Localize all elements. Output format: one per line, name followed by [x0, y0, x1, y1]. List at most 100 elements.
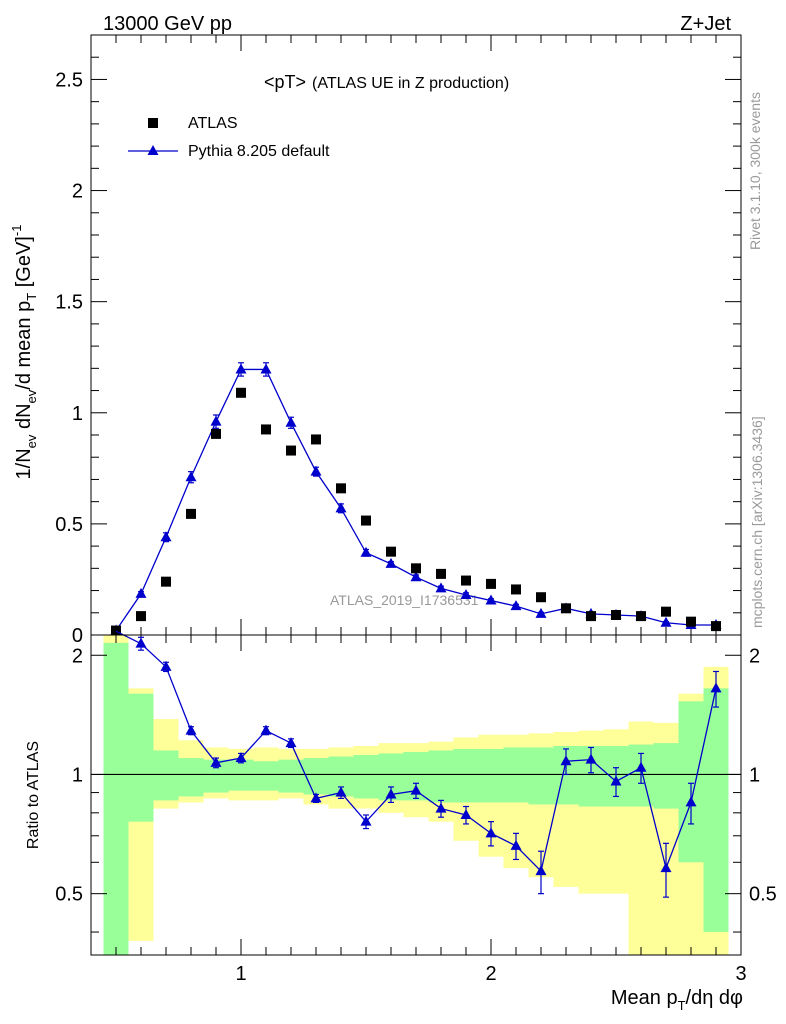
- ratio-band-inner: [478, 748, 504, 803]
- ratio-band-inner: [178, 758, 204, 797]
- ratio-band-inner: [453, 748, 479, 803]
- data-point: [311, 434, 321, 445]
- ratio-band-inner: [153, 750, 179, 801]
- mc-point: [335, 502, 347, 513]
- data-point: [186, 508, 196, 519]
- header-energy-label: 13000 GeV pp: [103, 13, 232, 35]
- main-y-axis: [90, 34, 742, 636]
- main-y-tick-label: 2: [72, 181, 83, 203]
- ratio-point: [260, 724, 272, 735]
- ratio-point: [360, 815, 372, 826]
- header-process-label: Z+Jet: [680, 13, 731, 35]
- mc-point: [385, 557, 397, 568]
- mc-point: [410, 571, 422, 582]
- x-tick-label: 1: [235, 963, 246, 985]
- ratio-point: [160, 660, 172, 671]
- ratio-point: [385, 788, 397, 799]
- ratio-y-tick-label-right: 2: [749, 645, 760, 667]
- ratio-y-tick-label-right: 1: [749, 764, 760, 786]
- ratio-point: [610, 775, 622, 786]
- mc-point: [285, 416, 297, 427]
- mc-point: [510, 600, 522, 611]
- ratio-mc-series: [115, 630, 722, 898]
- ratio-point: [435, 802, 447, 813]
- mc-point: [435, 582, 447, 593]
- ratio-tick-labels: 0.5 0.5 1 1 2 2 1 2 3: [55, 645, 777, 985]
- main-y-tick-label: 1.5: [55, 292, 83, 314]
- data-point: [336, 483, 346, 494]
- main-y-tick-labels: 0 0.5 1 1.5 2 2.5: [55, 69, 83, 647]
- data-point: [386, 546, 396, 557]
- ratio-band-inner: [128, 693, 154, 822]
- ratio-band-inner: [278, 759, 304, 793]
- data-point: [111, 625, 121, 636]
- data-point: [361, 515, 371, 526]
- mc-point: [235, 363, 247, 374]
- data-point: [661, 606, 671, 617]
- data-series: [111, 387, 721, 636]
- ratio-band-inner: [253, 761, 279, 791]
- ratio-band-inner: [678, 701, 704, 863]
- ratio-point: [460, 808, 472, 819]
- data-point: [511, 584, 521, 595]
- mc-point: [660, 616, 672, 627]
- ratio-band-inner: [353, 754, 379, 799]
- data-point: [636, 611, 646, 622]
- mc-point: [360, 546, 372, 557]
- main-y-tick-label: 1: [72, 403, 83, 425]
- ratio-band-inner: [228, 759, 254, 791]
- ratio-y-tick-label-right: 0.5: [749, 884, 777, 906]
- data-point: [161, 576, 171, 587]
- x-axis-label: Mean pT/dη dφ: [611, 987, 743, 1013]
- data-point: [611, 610, 621, 620]
- data-point: [561, 603, 571, 614]
- ratio-axes: [90, 635, 742, 955]
- data-point: [486, 578, 496, 589]
- ratio-point: [410, 784, 422, 795]
- ratio-band-inner: [653, 743, 679, 809]
- legend-mc-marker: [147, 145, 159, 155]
- legend-data-marker: [148, 118, 158, 128]
- ratio-point: [710, 682, 722, 693]
- ratio-point: [535, 865, 547, 876]
- ratio-point: [310, 792, 322, 803]
- data-point: [261, 424, 271, 435]
- chart-subtitle: (ATLAS UE in Z production): [312, 75, 509, 92]
- ratio-point: [635, 761, 647, 772]
- main-y-tick-label: 0.5: [55, 514, 83, 536]
- ratio-point: [510, 839, 522, 850]
- ratio-point: [235, 752, 247, 763]
- ratio-band-inner: [428, 750, 454, 803]
- main-y-axis-label: 1/Nev dNev/d mean pT [GeV]-1: [9, 225, 39, 480]
- ratio-frame: [90, 634, 742, 956]
- ratio-band-inner: [703, 688, 729, 933]
- main-y-tick-label: 0: [72, 625, 83, 647]
- ratio-point: [660, 862, 672, 873]
- ratio-point: [335, 786, 347, 797]
- mc-point: [460, 589, 472, 599]
- data-point: [461, 575, 471, 586]
- mc-point: [310, 465, 322, 476]
- data-point: [436, 568, 446, 579]
- ratio-point: [210, 756, 222, 767]
- data-point: [536, 592, 546, 603]
- data-point: [136, 611, 146, 622]
- data-point: [586, 611, 596, 622]
- mcplots-reference-label: mcplots.cern.ch [arXiv:1306.3436]: [749, 416, 765, 628]
- legend-data-label: ATLAS: [188, 115, 238, 132]
- mc-point: [135, 587, 147, 598]
- ratio-point: [560, 755, 572, 766]
- data-point: [411, 563, 421, 574]
- chart-title-main: <pT>: [264, 72, 306, 92]
- ratio-y-tick-label-left: 2: [72, 645, 83, 667]
- ratio-point: [685, 796, 697, 807]
- x-tick-label: 2: [485, 963, 496, 985]
- ratio-y-tick-label-left: 1: [72, 764, 83, 786]
- ratio-point: [185, 724, 197, 735]
- chart-title: <pT> (ATLAS UE in Z production): [264, 72, 509, 92]
- ratio-band-inner: [103, 642, 129, 955]
- data-point: [711, 621, 721, 632]
- legend-mc-label: Pythia 8.205 default: [188, 143, 330, 160]
- mc-point: [185, 471, 197, 482]
